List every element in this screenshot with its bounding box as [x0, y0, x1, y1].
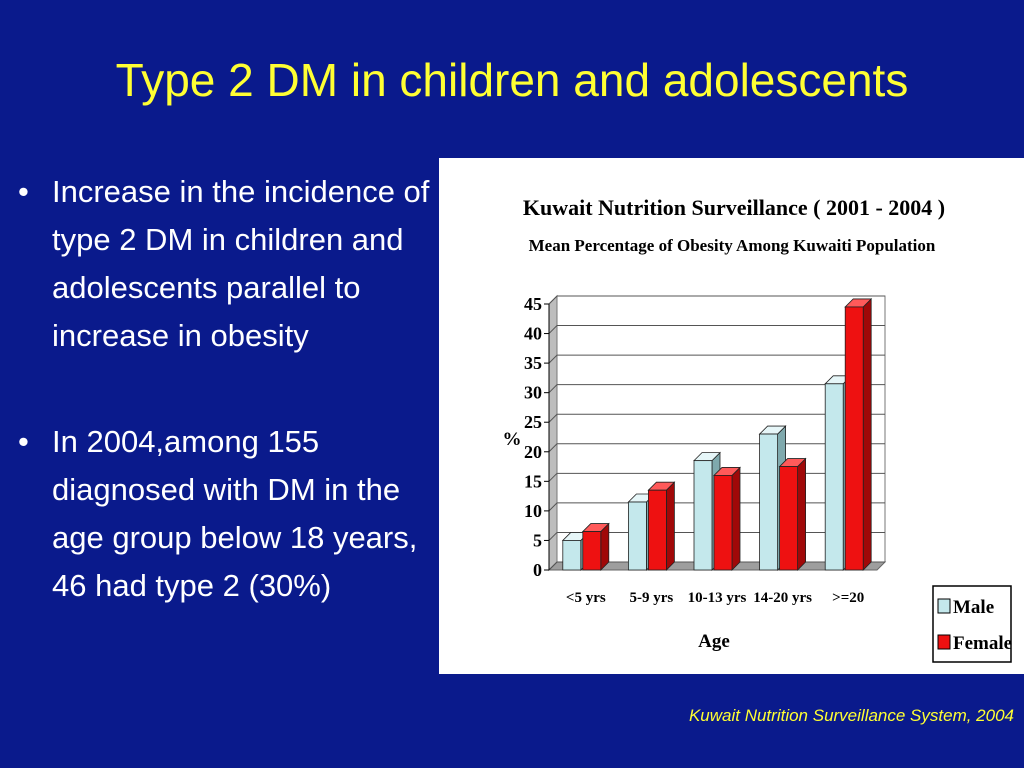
bar-male — [759, 433, 779, 571]
bar-male — [693, 460, 713, 571]
gridline — [548, 325, 885, 334]
x-tick-label: 5-9 yrs — [630, 590, 674, 606]
gridline — [548, 384, 885, 394]
y-axis-label: % — [503, 429, 522, 450]
y-tick-label: 15 — [524, 471, 542, 491]
chart-panel: Kuwait Nutrition Surveillance ( 2001 - 2… — [439, 158, 1024, 674]
chart-title: Kuwait Nutrition Surveillance ( 2001 - 2… — [523, 195, 945, 220]
y-tick-label: 0 — [533, 560, 542, 580]
obesity-bar-chart: Kuwait Nutrition Surveillance ( 2001 - 2… — [503, 195, 1012, 663]
bullet-text: In 2004,among 155 diagnosed with DM in t… — [52, 424, 418, 603]
x-tick-label: <5 yrs — [566, 590, 606, 606]
bullet-list: • Increase in the incidence of type 2 DM… — [14, 168, 434, 624]
plot-area: 0 5 10 15 20 25 30 35 40 45 <5 yrs 5-9 yrs 10-13 yrs… — [524, 294, 887, 606]
side-wall — [548, 294, 558, 572]
bar-side-female — [862, 297, 872, 571]
gridline — [548, 295, 885, 305]
legend-swatch-female — [937, 634, 951, 650]
slide-title: Type 2 DM in children and adolescents — [115, 54, 909, 106]
legend: Male Female — [932, 585, 1012, 663]
bar-side-female — [731, 466, 741, 571]
bar-side-female — [665, 481, 675, 571]
bar-side-female — [797, 457, 807, 571]
x-tick-label: 10-13 yrs — [688, 590, 747, 606]
x-tick-label: >=20 — [832, 590, 864, 606]
y-tick-label: 40 — [524, 324, 542, 344]
source-citation: Kuwait Nutrition Surveillance System, 20… — [688, 706, 1014, 725]
bar-female — [779, 466, 799, 571]
gridline — [548, 354, 885, 364]
y-tick-label: 35 — [524, 353, 542, 373]
y-tick-label: 20 — [524, 442, 542, 462]
gridline — [548, 413, 885, 423]
y-tick-label: 5 — [533, 530, 542, 550]
bar-male — [562, 540, 582, 571]
chart-subtitle: Mean Percentage of Obesity Among Kuwaiti… — [529, 236, 936, 255]
x-tick-label: 14-20 yrs — [753, 590, 812, 606]
bar-female — [713, 475, 733, 571]
bar-female — [844, 306, 864, 571]
bar-female — [582, 531, 602, 571]
bullet-text: Increase in the incidence of type 2 DM i… — [52, 174, 430, 353]
y-tick-label: 25 — [524, 412, 542, 432]
bullet-dot-icon: • — [18, 174, 29, 209]
legend-label-female: Female — [953, 633, 1012, 654]
bar-male — [627, 501, 647, 571]
bar-male — [824, 383, 844, 571]
x-axis-label: Age — [698, 631, 730, 652]
y-tick-label: 10 — [524, 501, 542, 521]
legend-swatch-male — [937, 598, 951, 614]
bullet-item: • In 2004,among 155 diagnosed with DM in… — [14, 418, 434, 610]
y-tick-label: 30 — [524, 383, 542, 403]
bullet-dot-icon: • — [18, 424, 29, 459]
legend-label-male: Male — [953, 597, 994, 618]
bullet-item: • Increase in the incidence of type 2 DM… — [14, 168, 434, 360]
y-tick-label: 45 — [524, 294, 542, 314]
bar-female — [647, 489, 667, 571]
